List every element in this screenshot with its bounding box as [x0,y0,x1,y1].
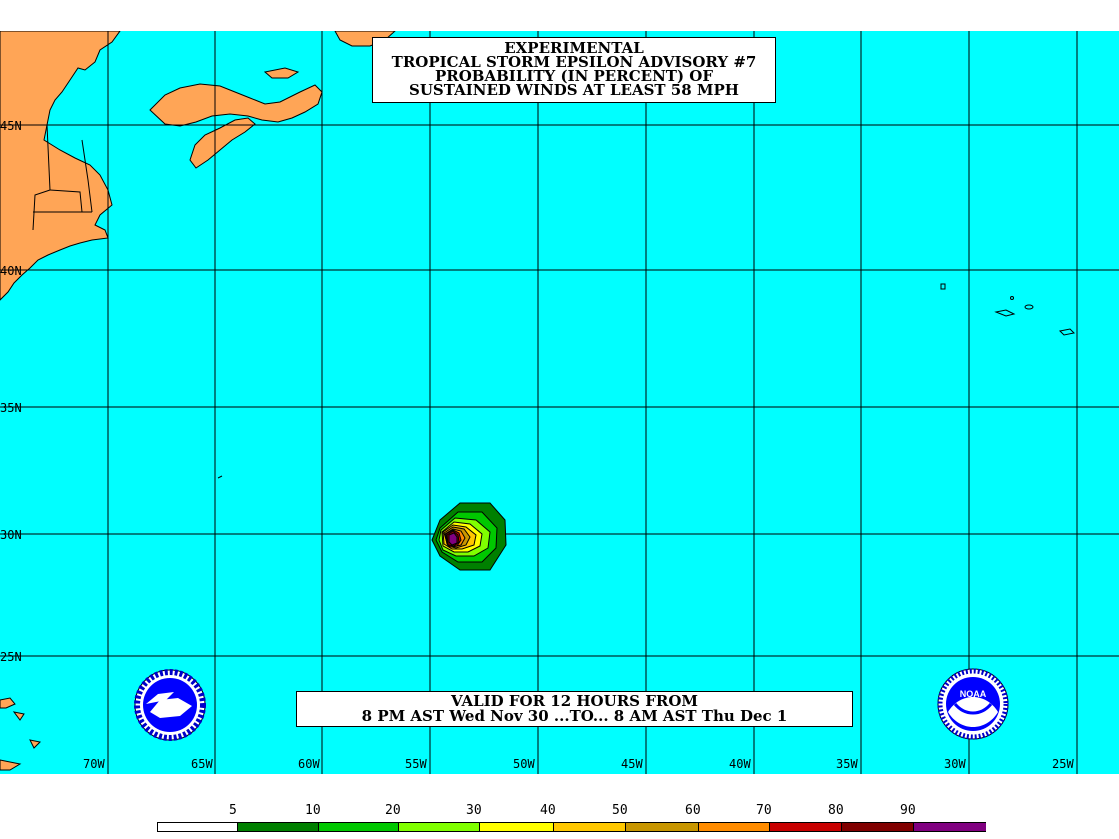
legend-label-70: 70 [756,803,772,818]
lat-label-45n: 45N [0,119,22,133]
land-newfoundland-area [149,83,323,127]
title-line-1: EXPERIMENTAL [504,39,644,57]
map: NOAA [0,31,1119,774]
valid-box: VALID FOR 12 HOURS FROM 8 PM AST Wed Nov… [296,691,853,727]
lon-label-60w: 60W [298,757,320,771]
legend-label-10: 10 [305,803,321,818]
legend-label-90: 90 [900,803,916,818]
contour-100 [448,532,458,546]
title-box: EXPERIMENTAL TROPICAL STORM EPSILON ADVI… [372,37,776,103]
noaa-logo-icon: NOAA [937,668,1009,740]
probability-contours [431,502,507,571]
valid-line-1: VALID FOR 12 HOURS FROM [450,692,699,710]
noaa-logo-text: NOAA [960,689,987,699]
lon-label-35w: 35W [836,757,858,771]
legend-swatch-9 [841,822,914,832]
legend-swatch-3 [398,822,480,832]
land-nova-scotia [189,117,256,169]
caribbean-islands [0,697,42,771]
lon-label-45w: 45W [621,757,643,771]
nws-logo-icon [134,669,206,741]
lon-label-25w: 25W [1052,757,1074,771]
title-line-2: TROPICAL STORM EPSILON ADVISORY #7 [391,53,757,71]
legend-colorbar [157,822,986,832]
lon-label-40w: 40W [729,757,751,771]
grid-lines [0,31,1119,774]
legend-swatch-8 [769,822,842,832]
lat-label-40n: 40N [0,264,22,278]
legend-swatch-1 [237,822,319,832]
lon-label-50w: 50W [513,757,535,771]
land-pei [263,67,300,79]
legend-label-60: 60 [685,803,701,818]
legend-label-5: 5 [229,803,237,818]
valid-line-2: 8 PM AST Wed Nov 30 ...TO... 8 AM AST Th… [361,707,788,725]
legend-swatch-4 [479,822,554,832]
legend-swatch-6 [625,822,699,832]
state-boundaries [32,124,93,231]
legend-swatch-10 [913,822,986,832]
land-labrador [334,31,396,47]
title-line-3: PROBABILITY (IN PERCENT) OF [435,67,713,85]
lon-label-30w: 30W [944,757,966,771]
title-line-4: SUSTAINED WINDS AT LEAST 58 MPH [409,81,739,99]
lon-label-65w: 65W [191,757,213,771]
legend-label-20: 20 [385,803,401,818]
ocean [0,31,1119,774]
lat-label-25n: 25N [0,650,22,664]
lon-label-55w: 55W [405,757,427,771]
legend-swatch-2 [318,822,399,832]
bermuda-island [217,475,223,479]
legend-swatch-5 [553,822,626,832]
legend-label-40: 40 [540,803,556,818]
legend-label-30: 30 [466,803,482,818]
lat-label-35n: 35N [0,401,22,415]
lon-label-70w: 70W [83,757,105,771]
legend-swatch-0 [157,822,238,832]
azores-islands [940,283,1076,336]
lat-label-30n: 30N [0,528,22,542]
legend-label-80: 80 [828,803,844,818]
legend-label-50: 50 [612,803,628,818]
legend-swatch-7 [698,822,770,832]
